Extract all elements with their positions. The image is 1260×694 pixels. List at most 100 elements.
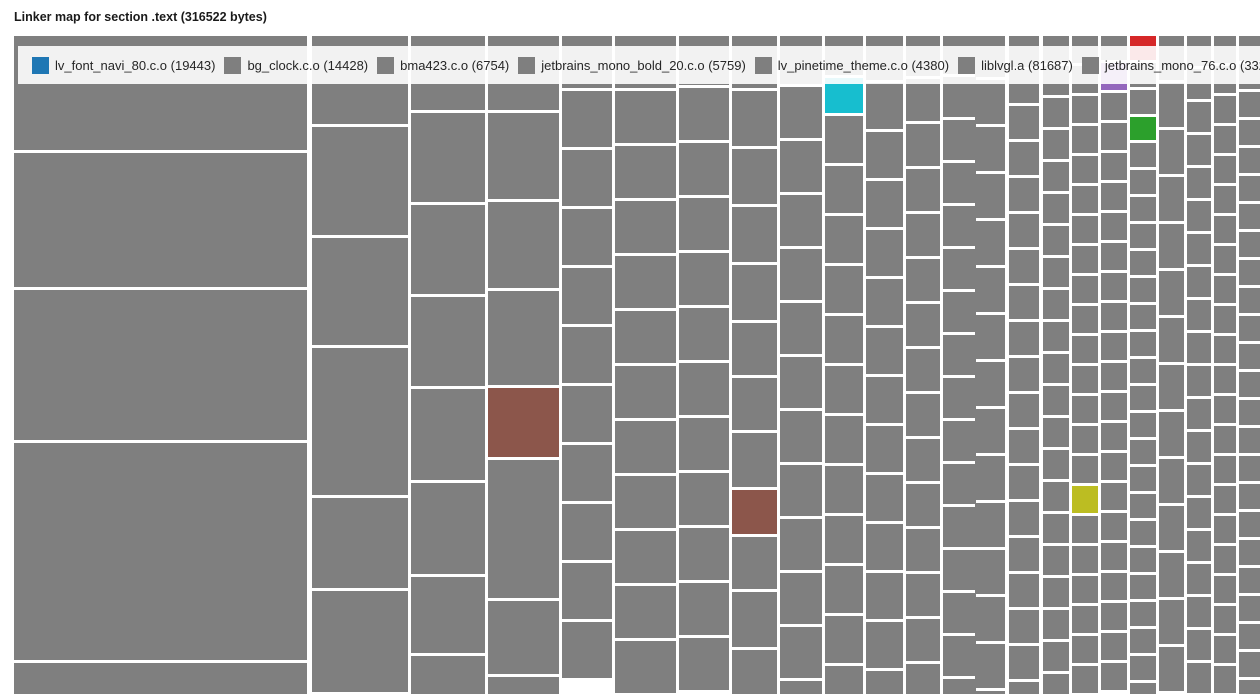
treemap-cell[interactable] <box>866 671 903 694</box>
treemap-cell[interactable] <box>312 348 408 495</box>
treemap-cell[interactable] <box>1101 273 1127 300</box>
treemap-cell[interactable] <box>1043 130 1069 159</box>
treemap-cell[interactable] <box>679 308 729 360</box>
treemap-cell[interactable] <box>1214 426 1236 453</box>
treemap-cell[interactable] <box>1043 642 1069 671</box>
treemap-cell[interactable] <box>615 476 676 528</box>
treemap-cell[interactable] <box>1009 574 1039 607</box>
treemap-cell[interactable] <box>943 636 976 676</box>
treemap-cell[interactable] <box>866 83 903 129</box>
treemap-cell[interactable] <box>1239 456 1260 481</box>
treemap-cell[interactable] <box>615 366 676 418</box>
treemap-cell[interactable] <box>411 389 485 480</box>
treemap-cell[interactable] <box>615 256 676 308</box>
treemap-cell[interactable] <box>1130 251 1156 275</box>
treemap-cell[interactable] <box>1130 413 1156 437</box>
treemap-cell[interactable] <box>615 421 676 473</box>
treemap-cell[interactable] <box>780 681 822 694</box>
treemap-cell[interactable] <box>825 366 863 413</box>
treemap-cell[interactable] <box>1214 306 1236 333</box>
treemap-cell[interactable] <box>1159 647 1184 691</box>
treemap-cell[interactable] <box>1214 516 1236 543</box>
treemap-cell[interactable] <box>1101 303 1127 330</box>
treemap-cell[interactable] <box>411 656 485 694</box>
treemap-cell[interactable] <box>1214 546 1236 573</box>
treemap-cell[interactable] <box>562 327 612 383</box>
treemap-cell[interactable] <box>1239 176 1260 201</box>
treemap-cell-highlighted[interactable] <box>1130 117 1156 140</box>
treemap-cell[interactable] <box>943 593 976 633</box>
treemap-cell[interactable] <box>906 439 940 481</box>
treemap-cell[interactable] <box>1043 418 1069 447</box>
treemap-cell[interactable] <box>1130 602 1156 626</box>
treemap-cell[interactable] <box>1239 540 1260 565</box>
treemap-cell[interactable] <box>780 141 822 192</box>
treemap-cell-highlighted[interactable] <box>732 490 777 534</box>
treemap-cell[interactable] <box>1214 576 1236 603</box>
treemap-cell[interactable] <box>1009 394 1039 427</box>
treemap-cell[interactable] <box>562 504 612 560</box>
treemap-cell[interactable] <box>732 323 777 375</box>
treemap-cell[interactable] <box>1072 666 1098 693</box>
treemap-cell[interactable] <box>1130 629 1156 653</box>
treemap-cell[interactable] <box>825 266 863 313</box>
treemap-cell[interactable] <box>1043 578 1069 607</box>
treemap-cell[interactable] <box>562 445 612 501</box>
treemap-cell[interactable] <box>906 124 940 166</box>
treemap-cell[interactable] <box>1043 98 1069 127</box>
treemap-cell[interactable] <box>732 537 777 589</box>
treemap-cell[interactable] <box>562 622 612 678</box>
treemap-cell[interactable] <box>1239 288 1260 313</box>
treemap-cell[interactable] <box>1072 96 1098 123</box>
treemap-cell[interactable] <box>1214 456 1236 483</box>
treemap-cell[interactable] <box>1009 538 1039 571</box>
treemap-cell[interactable] <box>1130 143 1156 167</box>
treemap-cell[interactable] <box>1187 102 1211 132</box>
treemap-cell[interactable] <box>906 529 940 571</box>
treemap-cell[interactable] <box>1187 399 1211 429</box>
treemap-cell-highlighted[interactable] <box>488 388 559 457</box>
treemap-cell[interactable] <box>411 577 485 653</box>
treemap-cell[interactable] <box>14 663 307 694</box>
treemap-cell[interactable] <box>679 583 729 635</box>
treemap-cell[interactable] <box>1101 423 1127 450</box>
treemap-cell[interactable] <box>866 132 903 178</box>
treemap-cell[interactable] <box>1187 564 1211 594</box>
treemap-cell[interactable] <box>679 418 729 470</box>
treemap-cell[interactable] <box>825 166 863 213</box>
treemap-cell[interactable] <box>1101 183 1127 210</box>
treemap-cell[interactable] <box>1101 333 1127 360</box>
treemap-cell[interactable] <box>866 622 903 668</box>
treemap-cell[interactable] <box>1130 90 1156 114</box>
treemap-cell[interactable] <box>780 195 822 246</box>
treemap-cell[interactable] <box>866 279 903 325</box>
treemap-cell[interactable] <box>906 619 940 661</box>
treemap-cell[interactable] <box>1187 465 1211 495</box>
treemap-cell[interactable] <box>1009 214 1039 247</box>
treemap-cell[interactable] <box>1101 453 1127 480</box>
treemap-cell[interactable] <box>679 528 729 580</box>
treemap-cell[interactable] <box>1187 663 1211 693</box>
treemap-cell[interactable] <box>1214 606 1236 633</box>
treemap-cell[interactable] <box>780 573 822 624</box>
treemap-cell[interactable] <box>866 181 903 227</box>
treemap-cell[interactable] <box>825 616 863 663</box>
treemap-cell[interactable] <box>1130 656 1156 680</box>
treemap-cell[interactable] <box>1009 250 1039 283</box>
treemap-cell[interactable] <box>679 143 729 195</box>
treemap-cell[interactable] <box>1159 224 1184 268</box>
treemap-cell[interactable] <box>1072 396 1098 423</box>
treemap-cell[interactable] <box>1187 531 1211 561</box>
treemap-cell[interactable] <box>943 464 976 504</box>
treemap-cell[interactable] <box>906 169 940 211</box>
treemap-cell[interactable] <box>562 150 612 206</box>
treemap-cell[interactable] <box>1239 624 1260 649</box>
treemap-cell[interactable] <box>1239 484 1260 509</box>
treemap-cell[interactable] <box>679 198 729 250</box>
treemap-cell[interactable] <box>906 664 940 694</box>
treemap-cell[interactable] <box>1214 396 1236 423</box>
treemap-cell[interactable] <box>1101 603 1127 630</box>
treemap-cell[interactable] <box>1214 156 1236 183</box>
treemap-cell[interactable] <box>1214 666 1236 693</box>
treemap-cell[interactable] <box>411 205 485 294</box>
